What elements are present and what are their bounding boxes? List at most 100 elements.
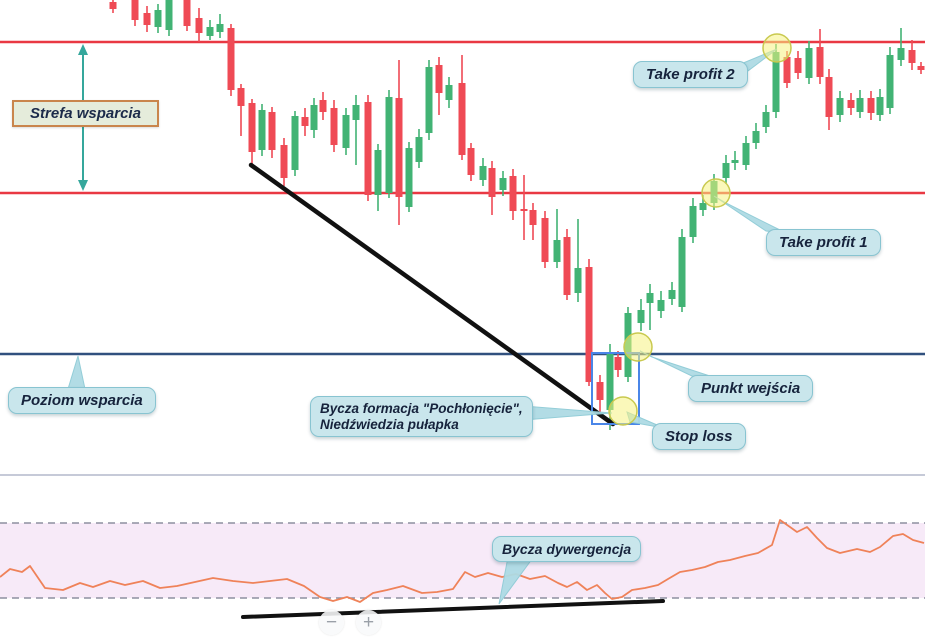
bullish-engulfing-label-line1: Bycza formacja "Pochłonięcie", — [320, 401, 523, 416]
candle-body — [614, 357, 622, 370]
candle-body — [541, 218, 549, 262]
candle-body — [425, 67, 433, 133]
entry-point-label[interactable]: Punkt wejścia — [688, 375, 814, 403]
candle-body — [836, 98, 844, 115]
take-profit-1-label[interactable]: Take profit 1 — [766, 229, 881, 257]
candle-body — [574, 268, 582, 293]
zone-arrow-head-up-icon — [78, 44, 88, 55]
candle-body — [509, 176, 517, 211]
candle-body — [488, 168, 496, 197]
candle-body — [352, 105, 360, 120]
candle-body — [805, 48, 813, 78]
candle-body — [143, 13, 151, 25]
candle-body — [794, 58, 802, 73]
candle-body — [847, 100, 855, 108]
candle-body — [553, 240, 561, 262]
divergence-trendline[interactable] — [241, 599, 665, 619]
minus-icon: − — [325, 611, 338, 633]
candle-body — [395, 98, 403, 197]
plus-icon: + — [362, 611, 375, 633]
candle-body — [816, 47, 824, 77]
support-zone-label[interactable]: Strefa wsparcia — [12, 100, 159, 127]
candle-body — [825, 77, 833, 117]
indicator-band — [0, 523, 925, 598]
bullish-divergence-label[interactable]: Bycza dywergencja — [492, 536, 642, 563]
candle-body — [646, 293, 654, 303]
candle-body — [876, 97, 884, 115]
candle-body — [206, 27, 214, 36]
candle-body — [678, 237, 686, 307]
bullish-engulfing-label-line2: Niedźwiedzia pułapka — [320, 416, 459, 432]
candle-body — [467, 148, 475, 175]
stop-loss-marker[interactable] — [608, 396, 638, 426]
candle-body — [415, 137, 423, 162]
candle-body — [195, 18, 203, 33]
zoom-out-button[interactable]: − — [319, 610, 344, 635]
candle-body — [310, 105, 318, 130]
candle-body — [917, 66, 925, 70]
candle-body — [867, 98, 875, 113]
candle-body — [689, 206, 697, 237]
candle-body — [657, 300, 665, 311]
entry-risk-box[interactable] — [591, 352, 640, 425]
candle-body — [699, 203, 707, 210]
candle-body — [237, 88, 245, 106]
candle-body — [330, 108, 338, 145]
candle-body — [731, 160, 739, 163]
candle-body — [856, 98, 864, 112]
candle-body — [529, 210, 537, 225]
candle-body — [897, 48, 905, 60]
support-level-label[interactable]: Poziom wsparcia — [8, 387, 156, 415]
candle-body — [280, 145, 288, 178]
candle-body — [405, 148, 413, 207]
candle-body — [479, 166, 487, 180]
zoom-in-button[interactable]: + — [356, 610, 381, 635]
stop-loss-label[interactable]: Stop loss — [652, 423, 746, 451]
candle-body — [374, 150, 382, 195]
candle-body — [109, 2, 117, 9]
candle-body — [762, 112, 770, 127]
zone-arrow-head-down-icon — [78, 180, 88, 191]
candle-body — [248, 103, 256, 152]
candle-body — [154, 10, 162, 27]
candle-body — [301, 117, 309, 126]
take-profit-2-marker[interactable] — [762, 33, 792, 63]
entry-point-marker[interactable] — [623, 332, 653, 362]
candle-body — [563, 237, 571, 295]
candle-body — [183, 0, 191, 26]
rsi-line — [0, 519, 925, 603]
candle-body — [445, 85, 453, 100]
candle-body — [637, 310, 645, 323]
candle-body — [499, 178, 507, 190]
candle-body — [435, 65, 443, 93]
callout-pointer — [67, 355, 86, 390]
candle-body — [291, 116, 299, 170]
candle-body — [165, 0, 173, 30]
candle-body — [606, 352, 614, 410]
candle-body — [131, 0, 139, 20]
candle-body — [596, 382, 604, 400]
candle-body — [585, 267, 593, 382]
candle-body — [364, 102, 372, 195]
candle-body — [742, 143, 750, 165]
candle-body — [908, 50, 916, 63]
downtrend-line[interactable] — [248, 162, 616, 427]
candle-body — [520, 209, 528, 211]
candle-body — [668, 290, 676, 299]
candle-body — [268, 112, 276, 150]
take-profit-2-label[interactable]: Take profit 2 — [633, 61, 748, 89]
candle-body — [752, 131, 760, 143]
take-profit-1-marker[interactable] — [701, 178, 731, 208]
candle-body — [227, 28, 235, 90]
candle-body — [258, 110, 266, 150]
candle-body — [772, 52, 780, 112]
candle-body — [783, 57, 791, 83]
candle-body — [458, 83, 466, 155]
candle-body — [216, 24, 224, 32]
candle-body — [385, 97, 393, 193]
candle-body — [342, 115, 350, 148]
candle-body — [886, 55, 894, 108]
candle-body — [722, 163, 730, 178]
bullish-engulfing-label[interactable]: Bycza formacja "Pochłonięcie", Niedźwied… — [310, 396, 533, 438]
